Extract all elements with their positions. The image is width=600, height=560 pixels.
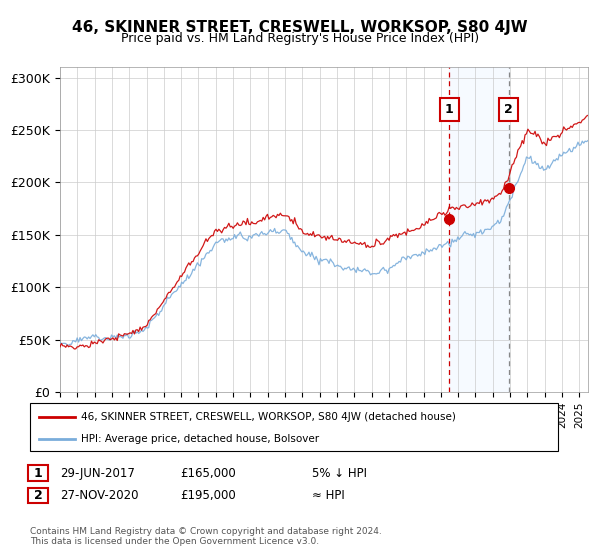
Text: Contains HM Land Registry data © Crown copyright and database right 2024.
This d: Contains HM Land Registry data © Crown c… — [30, 526, 382, 546]
Text: 27-NOV-2020: 27-NOV-2020 — [60, 489, 139, 502]
Text: 29-JUN-2017: 29-JUN-2017 — [60, 466, 135, 480]
Text: 2: 2 — [505, 102, 513, 115]
Text: 5% ↓ HPI: 5% ↓ HPI — [312, 466, 367, 480]
Text: 46, SKINNER STREET, CRESWELL, WORKSOP, S80 4JW (detached house): 46, SKINNER STREET, CRESWELL, WORKSOP, S… — [81, 412, 456, 422]
Text: ≈ HPI: ≈ HPI — [312, 489, 345, 502]
Bar — [449, 67, 509, 392]
Text: HPI: Average price, detached house, Bolsover: HPI: Average price, detached house, Bols… — [81, 434, 319, 444]
Text: 46, SKINNER STREET, CRESWELL, WORKSOP, S80 4JW: 46, SKINNER STREET, CRESWELL, WORKSOP, S… — [72, 20, 528, 35]
Text: Price paid vs. HM Land Registry's House Price Index (HPI): Price paid vs. HM Land Registry's House … — [121, 32, 479, 45]
Text: 2: 2 — [34, 489, 43, 502]
Text: £165,000: £165,000 — [180, 466, 236, 480]
Text: 1: 1 — [34, 466, 43, 480]
Text: 1: 1 — [445, 102, 454, 115]
Text: £195,000: £195,000 — [180, 489, 236, 502]
